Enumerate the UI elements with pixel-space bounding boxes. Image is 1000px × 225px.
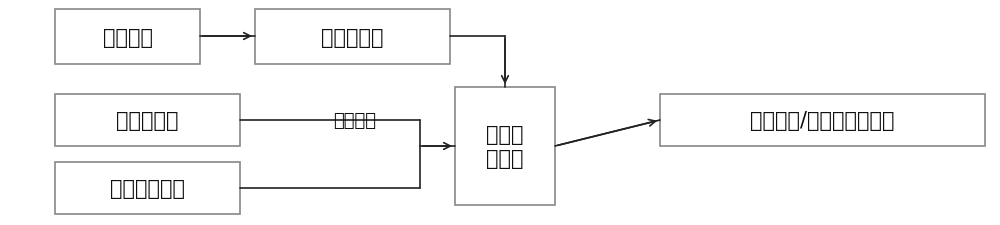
- Text: 超声混合: 超声混合: [334, 112, 377, 129]
- Bar: [455, 88, 555, 205]
- Text: 碳纳米管/石墨烯杂化材料: 碳纳米管/石墨烯杂化材料: [750, 110, 895, 130]
- Bar: [255, 10, 450, 65]
- Text: 羟基化石墨烯: 羟基化石墨烯: [110, 178, 185, 198]
- Text: 聚丙烯酰氯: 聚丙烯酰氯: [321, 27, 384, 47]
- Text: 羟基化碳管: 羟基化碳管: [116, 110, 179, 130]
- Text: 混合分
散溶液: 混合分 散溶液: [486, 124, 524, 169]
- Bar: [660, 94, 985, 146]
- Bar: [55, 162, 240, 214]
- Text: 丙烯酰氯: 丙烯酰氯: [103, 27, 153, 47]
- Bar: [55, 10, 200, 65]
- Bar: [55, 94, 240, 146]
